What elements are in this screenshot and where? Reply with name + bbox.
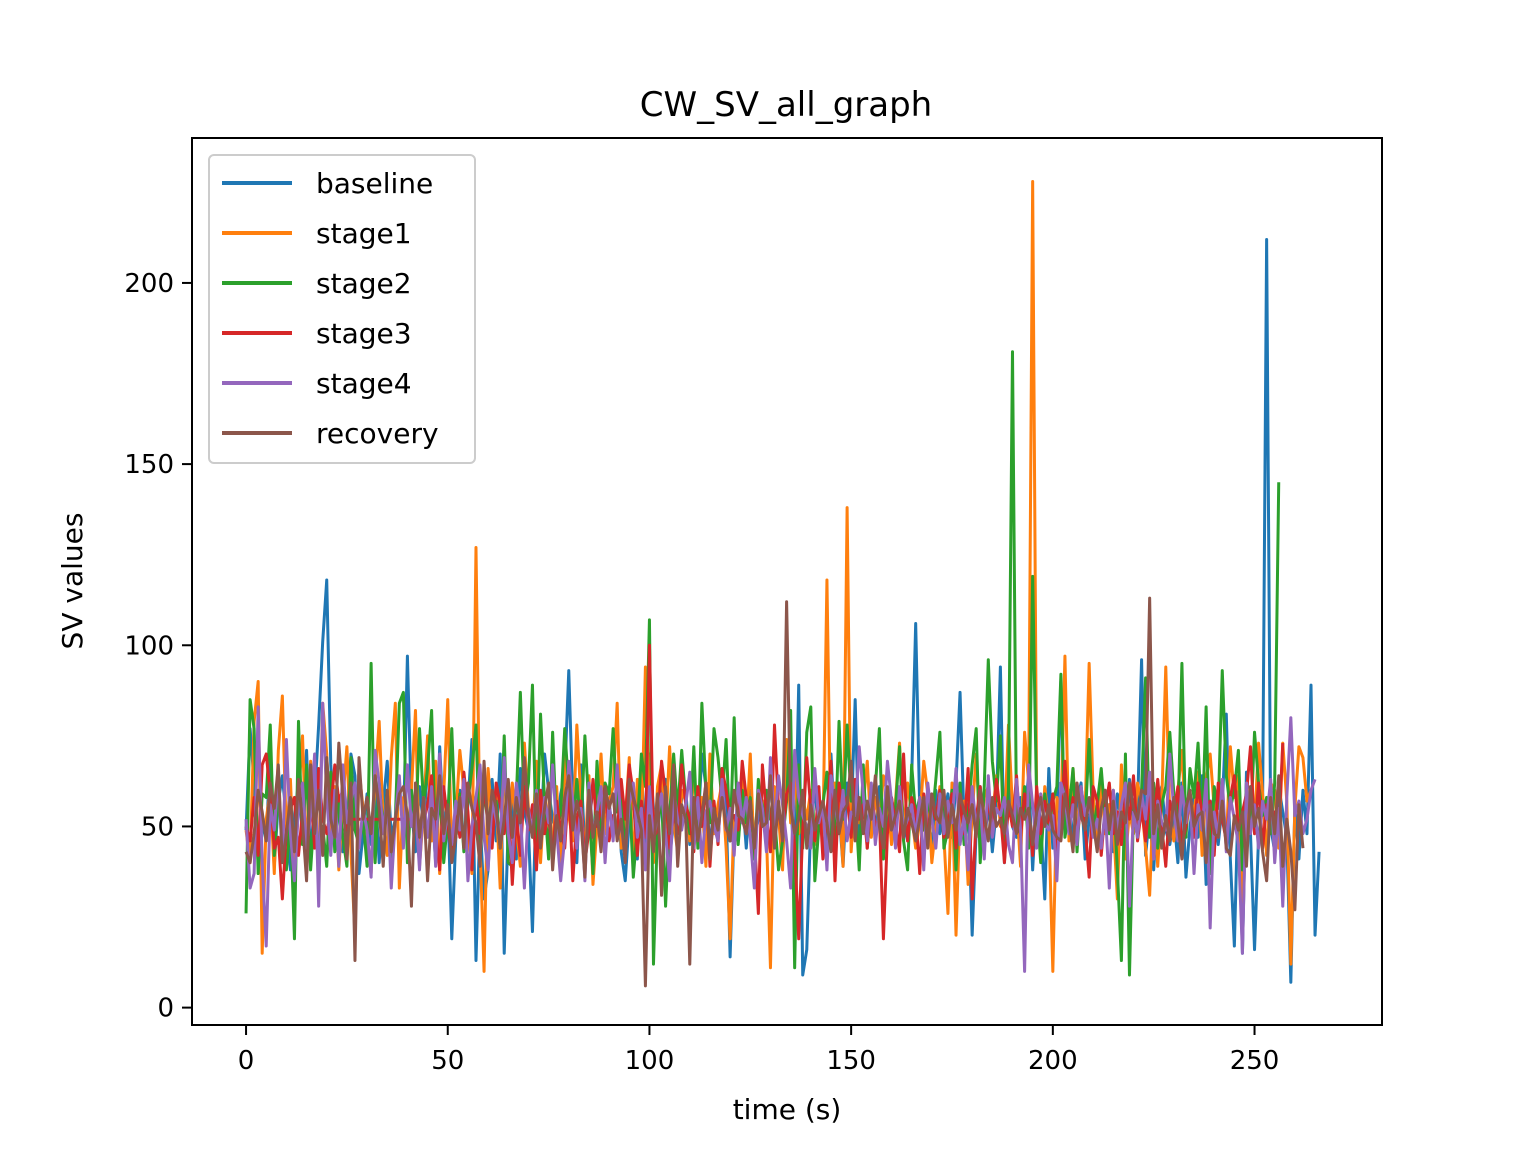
- legend-item-stage4: stage4: [222, 367, 412, 400]
- x-tick-label: 200: [1028, 1046, 1078, 1076]
- x-tick-label: 250: [1230, 1046, 1280, 1076]
- legend-item-stage2: stage2: [222, 267, 412, 300]
- y-tick-label: 200: [124, 269, 174, 299]
- y-tick-label: 150: [124, 450, 174, 480]
- legend: baseline stage1 stage2 stage3 stage4 recovery: [208, 154, 476, 464]
- plot-area-frame: [191, 137, 1383, 1026]
- x-tick-label: 0: [238, 1046, 255, 1076]
- y-axis-label: SV values: [56, 513, 89, 650]
- y-tick-label: 0: [157, 994, 174, 1024]
- x-axis-label: time (s): [733, 1093, 842, 1126]
- legend-label: stage2: [316, 267, 412, 300]
- legend-item-baseline: baseline: [222, 167, 433, 200]
- x-tick-label: 100: [625, 1046, 675, 1076]
- y-tick-label: 100: [124, 631, 174, 661]
- series-line-recovery: [244, 596, 1305, 988]
- legend-item-stage3: stage3: [222, 317, 412, 350]
- legend-label: stage3: [316, 317, 412, 350]
- legend-label: stage1: [316, 217, 412, 250]
- legend-label: recovery: [316, 417, 439, 450]
- legend-label: baseline: [316, 167, 433, 200]
- x-tick-label: 50: [431, 1046, 464, 1076]
- chart-title: CW_SV_all_graph: [640, 85, 932, 125]
- series-layer: [244, 179, 1321, 988]
- legend-label: stage4: [316, 367, 412, 400]
- x-tick-label: 150: [826, 1046, 876, 1076]
- legend-item-stage1: stage1: [222, 217, 412, 250]
- y-tick-label: 50: [141, 812, 174, 842]
- tick-layer: 0 50 100 150 200 250 0 50 100 150 200: [124, 269, 1279, 1076]
- legend-item-recovery: recovery: [222, 417, 439, 450]
